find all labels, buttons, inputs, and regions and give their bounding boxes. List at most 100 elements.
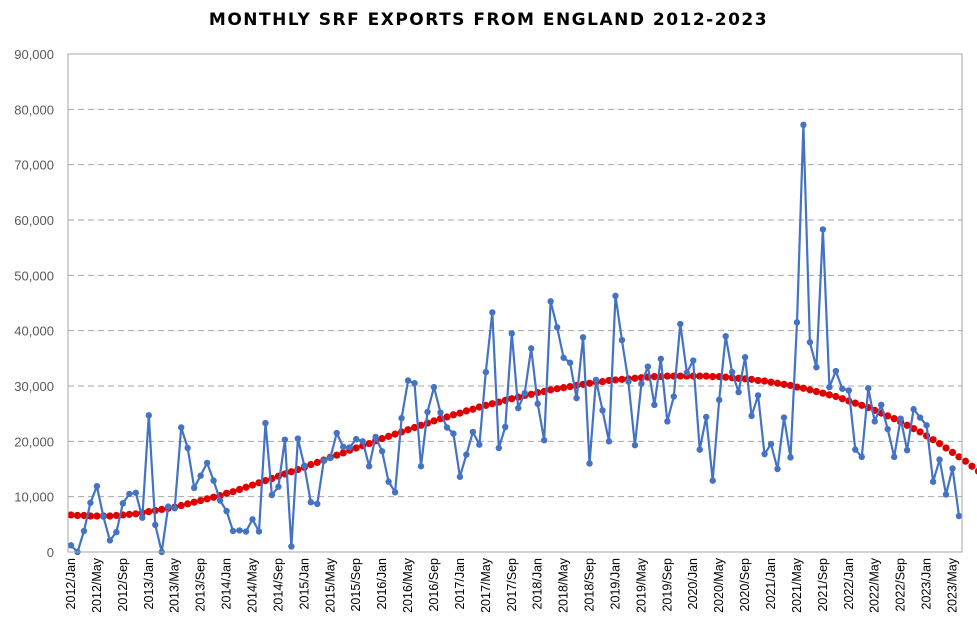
trendline-point — [812, 387, 821, 396]
trendline-point — [663, 372, 671, 380]
data-point — [534, 400, 541, 407]
trendline-point — [229, 488, 237, 496]
trendline-point — [106, 512, 114, 520]
data-point — [612, 292, 619, 300]
data-point — [910, 406, 917, 413]
trendline-point — [242, 483, 250, 491]
data-point — [242, 528, 250, 535]
data-point — [709, 477, 716, 484]
data-point — [787, 454, 794, 461]
data-point — [424, 408, 431, 416]
data-point — [566, 359, 574, 366]
data-point — [754, 392, 762, 399]
data-point — [255, 528, 263, 535]
series-line — [70, 123, 961, 554]
trendline-point — [929, 436, 937, 444]
data-point — [320, 457, 327, 464]
x-tick-label: 2014/May — [245, 557, 259, 613]
data-point — [197, 472, 204, 479]
data-point — [852, 446, 859, 453]
data-point — [923, 422, 930, 429]
data-point — [495, 444, 502, 452]
x-tick-label: 2021/May — [790, 557, 804, 613]
trendline-point — [618, 375, 626, 383]
y-tick-label: 50,000 — [14, 268, 54, 283]
data-point — [346, 444, 353, 451]
y-tick-label: 30,000 — [14, 379, 54, 394]
trendline-point — [385, 432, 393, 440]
data-point — [152, 521, 159, 529]
x-tick-label: 2016/Sep — [427, 558, 441, 612]
trendline-point — [547, 386, 555, 394]
x-tick-label: 2021/Sep — [816, 558, 830, 612]
data-point — [929, 478, 937, 485]
trendline-point — [585, 379, 594, 387]
data-point — [586, 460, 593, 467]
x-tick-label: 2014/Sep — [271, 558, 285, 612]
x-tick-label: 2017/May — [479, 557, 493, 613]
gridlines — [68, 108, 962, 498]
trendline-point — [760, 377, 769, 385]
data-point — [281, 436, 289, 443]
trendline-point — [145, 508, 153, 516]
trendline-point — [754, 376, 762, 385]
data-point — [528, 345, 535, 352]
trendline-point — [948, 448, 957, 456]
data-point — [573, 394, 580, 402]
trendline-point — [916, 428, 924, 436]
data-point — [443, 424, 451, 431]
data-point — [858, 453, 865, 461]
trendline-point — [391, 430, 399, 438]
data-point — [171, 505, 178, 512]
data-point — [385, 478, 392, 485]
trendline-point — [560, 384, 568, 392]
x-axis-ticks: 2012/Jan 2012/May 2012/Sep 2013/Jan 2013/May… — [64, 557, 960, 613]
data-point — [670, 393, 678, 400]
data-point — [275, 483, 282, 490]
data-point — [884, 425, 891, 433]
trendline-point — [287, 468, 295, 476]
trendline-point — [806, 386, 814, 394]
plot-area-border — [67, 53, 963, 553]
x-tick-label: 2017/Sep — [505, 558, 519, 612]
data-point — [236, 527, 243, 534]
data-point — [476, 441, 483, 448]
trendline-point — [838, 395, 846, 403]
data-point — [456, 473, 464, 480]
trendline-point — [449, 411, 458, 419]
x-tick-label: 2020/Sep — [738, 558, 752, 612]
data-point — [735, 388, 742, 396]
data-point — [210, 477, 217, 484]
x-tick-label: 2019/Jan — [608, 558, 622, 609]
trendline-point — [73, 511, 82, 520]
data-point — [955, 512, 963, 520]
trendline-point — [93, 512, 101, 520]
data-point — [229, 527, 237, 535]
y-tick-label: 70,000 — [14, 158, 54, 173]
data-point — [813, 363, 820, 371]
trendline-point — [884, 412, 892, 420]
data-point — [268, 491, 276, 499]
trendline-point — [935, 439, 944, 448]
data-point — [288, 543, 295, 550]
data-point — [774, 465, 781, 473]
trendline-point — [339, 449, 347, 457]
x-tick-label: 2013/Sep — [194, 558, 208, 612]
x-tick-label: 2013/Jan — [142, 558, 156, 609]
trendline-point — [696, 372, 704, 380]
data-point — [398, 414, 405, 422]
trendline-point — [611, 376, 620, 384]
data-point — [352, 435, 360, 443]
data-point — [540, 437, 548, 444]
data-point — [878, 401, 885, 409]
x-tick-label: 2017/Jan — [453, 558, 467, 609]
data-point — [780, 414, 788, 421]
data-point — [216, 497, 224, 504]
x-tick-label: 2018/May — [557, 557, 571, 613]
trendline-point — [352, 444, 360, 452]
trendline-point — [851, 399, 859, 407]
data-point — [832, 367, 840, 375]
trendline-point — [709, 372, 717, 381]
data-point — [949, 465, 956, 472]
data-point — [767, 440, 775, 448]
